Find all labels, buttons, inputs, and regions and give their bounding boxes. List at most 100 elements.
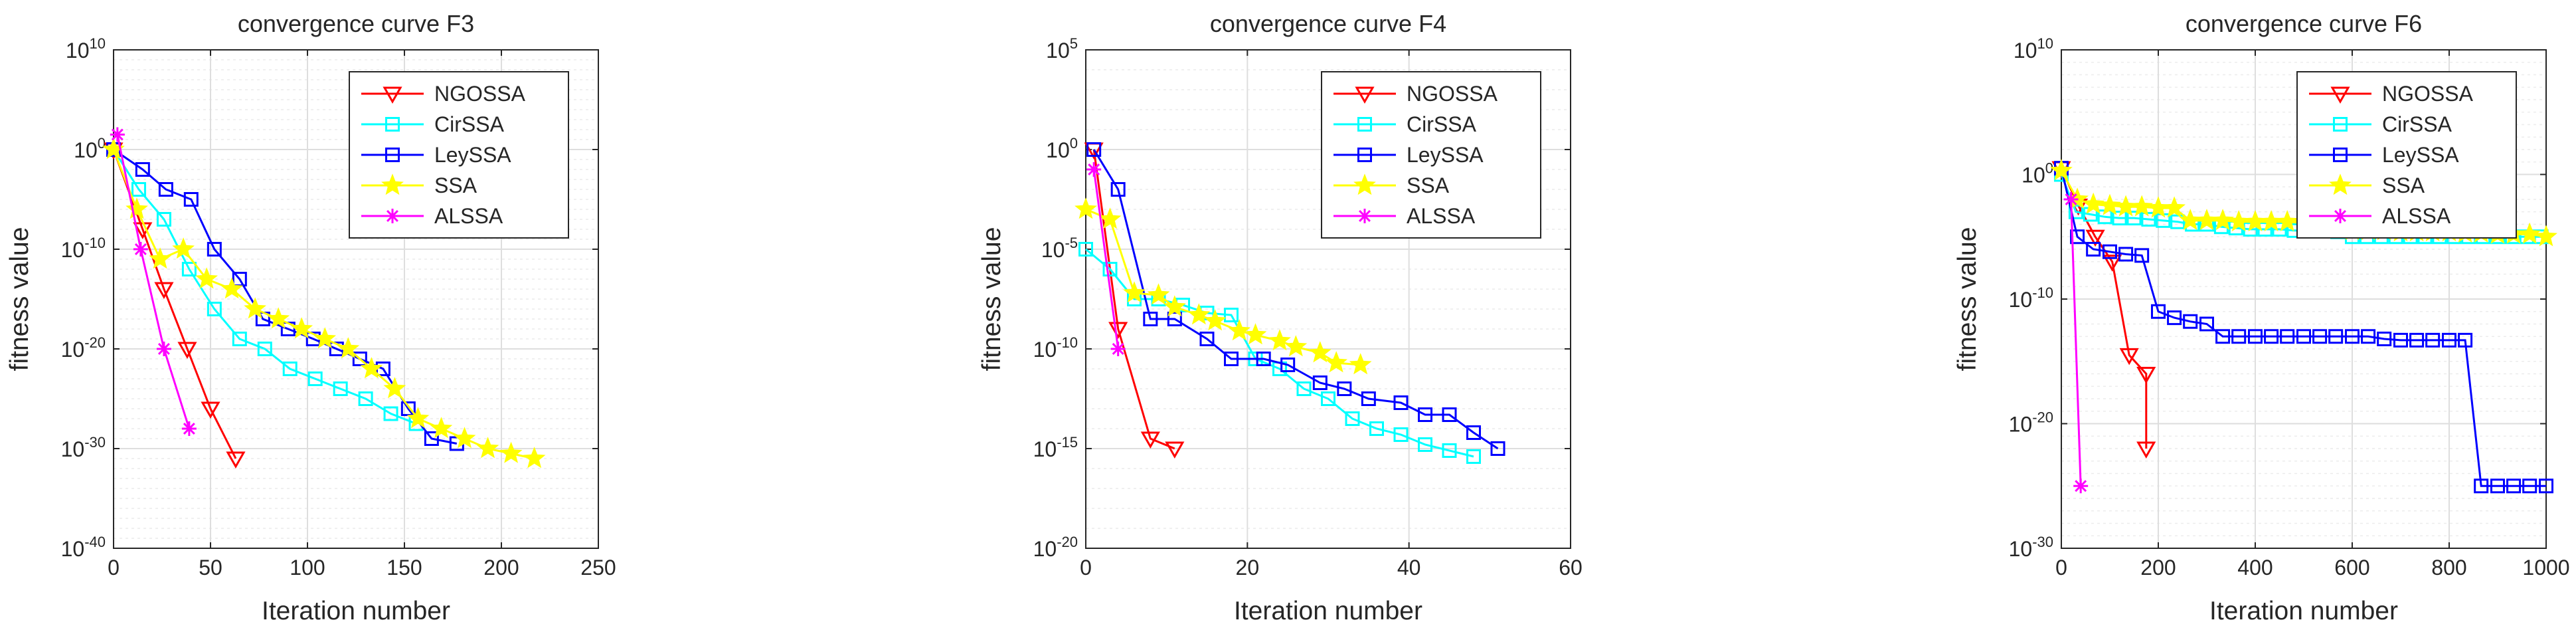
data-point: [1244, 323, 1267, 345]
data-point: [1110, 342, 1126, 356]
data-point: [2280, 329, 2295, 344]
data-point: [2328, 329, 2344, 344]
legend-item: LeySSA: [361, 143, 511, 167]
legend-item: CirSSA: [1333, 112, 1477, 136]
y-tick-label: 10-20: [61, 334, 106, 362]
data-point: [195, 267, 218, 289]
x-tick-label: 150: [386, 556, 422, 579]
data-point: [358, 391, 373, 406]
x-tick-label: 200: [483, 556, 519, 579]
x-axis-label: Iteration number: [2209, 597, 2398, 625]
series-ssa: [102, 138, 546, 469]
data-point: [2248, 329, 2263, 344]
data-point: [313, 327, 337, 349]
data-point: [232, 332, 247, 346]
x-axis-label: Iteration number: [262, 597, 450, 625]
series-line: [1092, 169, 1120, 350]
legend-label: CirSSA: [2382, 112, 2452, 136]
legend-marker: [385, 148, 400, 162]
data-point: [2312, 329, 2328, 344]
x-tick-label: 1000: [2522, 556, 2569, 579]
y-axis-label: fitness value: [978, 227, 1006, 371]
data-point: [2126, 211, 2142, 226]
data-point: [1102, 262, 1118, 276]
data-point: [352, 352, 367, 366]
data-point: [2103, 244, 2117, 259]
data-point: [110, 127, 125, 142]
legend-marker: [1357, 209, 1372, 223]
data-point: [2170, 214, 2186, 229]
data-point: [2272, 222, 2287, 237]
data-point: [1086, 162, 1102, 177]
series-line: [2070, 199, 2082, 486]
series-ssa: [1074, 197, 1372, 375]
data-point: [2136, 441, 2156, 459]
x-tick-label: 40: [1397, 556, 1421, 579]
data-point: [290, 317, 313, 339]
legend-item: NGOSSA: [1333, 82, 1498, 106]
data-point: [207, 242, 222, 257]
y-tick-label: 100: [2021, 160, 2053, 187]
data-point: [337, 337, 360, 359]
series-line: [112, 149, 237, 459]
legend: NGOSSA CirSSA LeySSA SSA ALSSA: [1321, 71, 1541, 239]
data-point: [1203, 309, 1227, 331]
data-point: [1418, 407, 1432, 422]
data-point: [2086, 242, 2101, 257]
data-point: [307, 371, 323, 386]
legend-label: NGOSSA: [2382, 82, 2474, 106]
data-point: [158, 182, 173, 197]
data-point: [2118, 247, 2134, 262]
data-point: [2539, 478, 2553, 494]
data-point: [2211, 209, 2235, 231]
data-point: [499, 441, 523, 463]
series-line: [116, 134, 191, 429]
legend-item: SSA: [2309, 173, 2425, 197]
series-line: [1085, 248, 1474, 458]
data-point: [424, 431, 439, 446]
x-tick-label: 200: [2140, 556, 2176, 579]
legend-label: NGOSSA: [1407, 82, 1498, 106]
data-point: [2119, 348, 2139, 366]
y-tick-label: 10-20: [1033, 534, 1078, 561]
data-point: [2103, 255, 2122, 272]
x-tick-label: 250: [580, 556, 616, 579]
legend-marker: [2330, 86, 2350, 104]
data-point: [154, 282, 174, 300]
data-point: [1393, 395, 1409, 410]
data-point: [476, 437, 499, 459]
data-point: [1466, 449, 1481, 464]
data-point: [226, 451, 246, 469]
data-point: [1393, 427, 1409, 442]
x-tick-label: 50: [199, 556, 222, 579]
y-tick-label: 10-10: [61, 235, 106, 262]
legend-item: CirSSA: [2309, 112, 2452, 136]
data-point: [1442, 443, 1457, 458]
data-point: [453, 427, 476, 449]
data-point: [1165, 441, 1185, 459]
legend-marker: [385, 117, 400, 132]
x-tick-label: 800: [2431, 556, 2466, 579]
data-point: [1110, 182, 1126, 197]
series-group: [102, 127, 546, 469]
series-leyssa: [2054, 161, 2553, 494]
y-tick-label: 10-10: [1033, 334, 1078, 362]
data-point: [2490, 478, 2505, 494]
data-point: [149, 247, 171, 269]
data-point: [2409, 332, 2425, 348]
data-point: [133, 242, 148, 257]
data-point: [1296, 381, 1312, 396]
data-point: [2151, 304, 2166, 319]
legend-item: SSA: [361, 173, 477, 197]
legend-label: LeySSA: [2382, 143, 2459, 167]
data-point: [177, 342, 197, 360]
data-point: [383, 377, 406, 399]
data-point: [156, 342, 171, 356]
data-point: [1361, 391, 1376, 406]
legend-marker: [1357, 117, 1372, 132]
data-point: [131, 182, 146, 197]
data-point: [1345, 411, 1360, 426]
series-line: [1092, 149, 1175, 450]
legend-item: NGOSSA: [361, 82, 526, 106]
series-group: [1074, 142, 1505, 464]
